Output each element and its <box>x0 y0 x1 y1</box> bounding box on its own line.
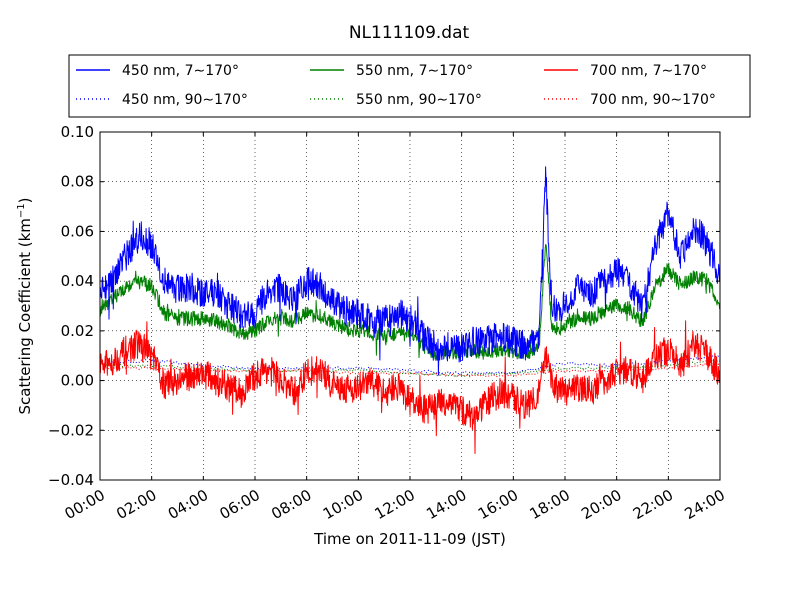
series-line-4 <box>99 359 721 377</box>
legend-label: 450 nm, 7∼170° <box>122 63 239 79</box>
series-line-1 <box>99 166 721 376</box>
y-tick-label: −0.04 <box>48 471 94 489</box>
legend: 450 nm, 7∼170° 550 nm, 7∼170° 700 nm, 7∼… <box>68 54 751 118</box>
series-layer <box>99 166 721 454</box>
legend-item-700-dotted: 700 nm, 90∼170° <box>544 92 716 108</box>
axis-ticks <box>99 131 721 481</box>
y-tick-label: 0.10 <box>61 123 94 141</box>
legend-item-450-solid: 450 nm, 7∼170° <box>76 63 239 79</box>
y-tick-labels: −0.04 −0.02 0.00 0.02 0.04 0.06 0.08 0.10 <box>48 123 94 489</box>
y-tick-label: 0.04 <box>61 272 94 290</box>
chart-title: NL111109.dat <box>349 23 470 43</box>
legend-item-550-solid: 550 nm, 7∼170° <box>310 63 473 79</box>
series-line-2 <box>99 355 721 376</box>
y-tick-label: 0.00 <box>61 372 94 390</box>
legend-label: 450 nm, 90∼170° <box>122 92 248 108</box>
y-tick-label: 0.06 <box>61 222 94 240</box>
legend-label: 550 nm, 7∼170° <box>356 63 473 79</box>
y-axis-label: Scattering Coefficient (km−1) <box>16 197 34 414</box>
legend-item-450-dotted: 450 nm, 90∼170° <box>76 92 248 108</box>
y-axis-label-end: ) <box>16 197 34 203</box>
y-tick-label: 0.02 <box>61 322 94 340</box>
x-axis-label: Time on 2011-11-09 (JST) <box>313 530 506 548</box>
legend-label: 700 nm, 90∼170° <box>590 92 716 108</box>
legend-box <box>68 54 751 118</box>
legend-item-700-solid: 700 nm, 7∼170° <box>544 63 707 79</box>
y-axis-label-main: Scattering Coefficient (km <box>16 218 34 414</box>
legend-label: 700 nm, 7∼170° <box>590 63 707 79</box>
legend-item-550-dotted: 550 nm, 90∼170° <box>310 92 482 108</box>
legend-label: 550 nm, 90∼170° <box>356 92 482 108</box>
y-axis-label-exponent: −1 <box>16 203 27 218</box>
series-line-5 <box>99 320 721 454</box>
y-tick-label: −0.02 <box>48 421 94 439</box>
y-tick-label: 0.08 <box>61 173 94 191</box>
